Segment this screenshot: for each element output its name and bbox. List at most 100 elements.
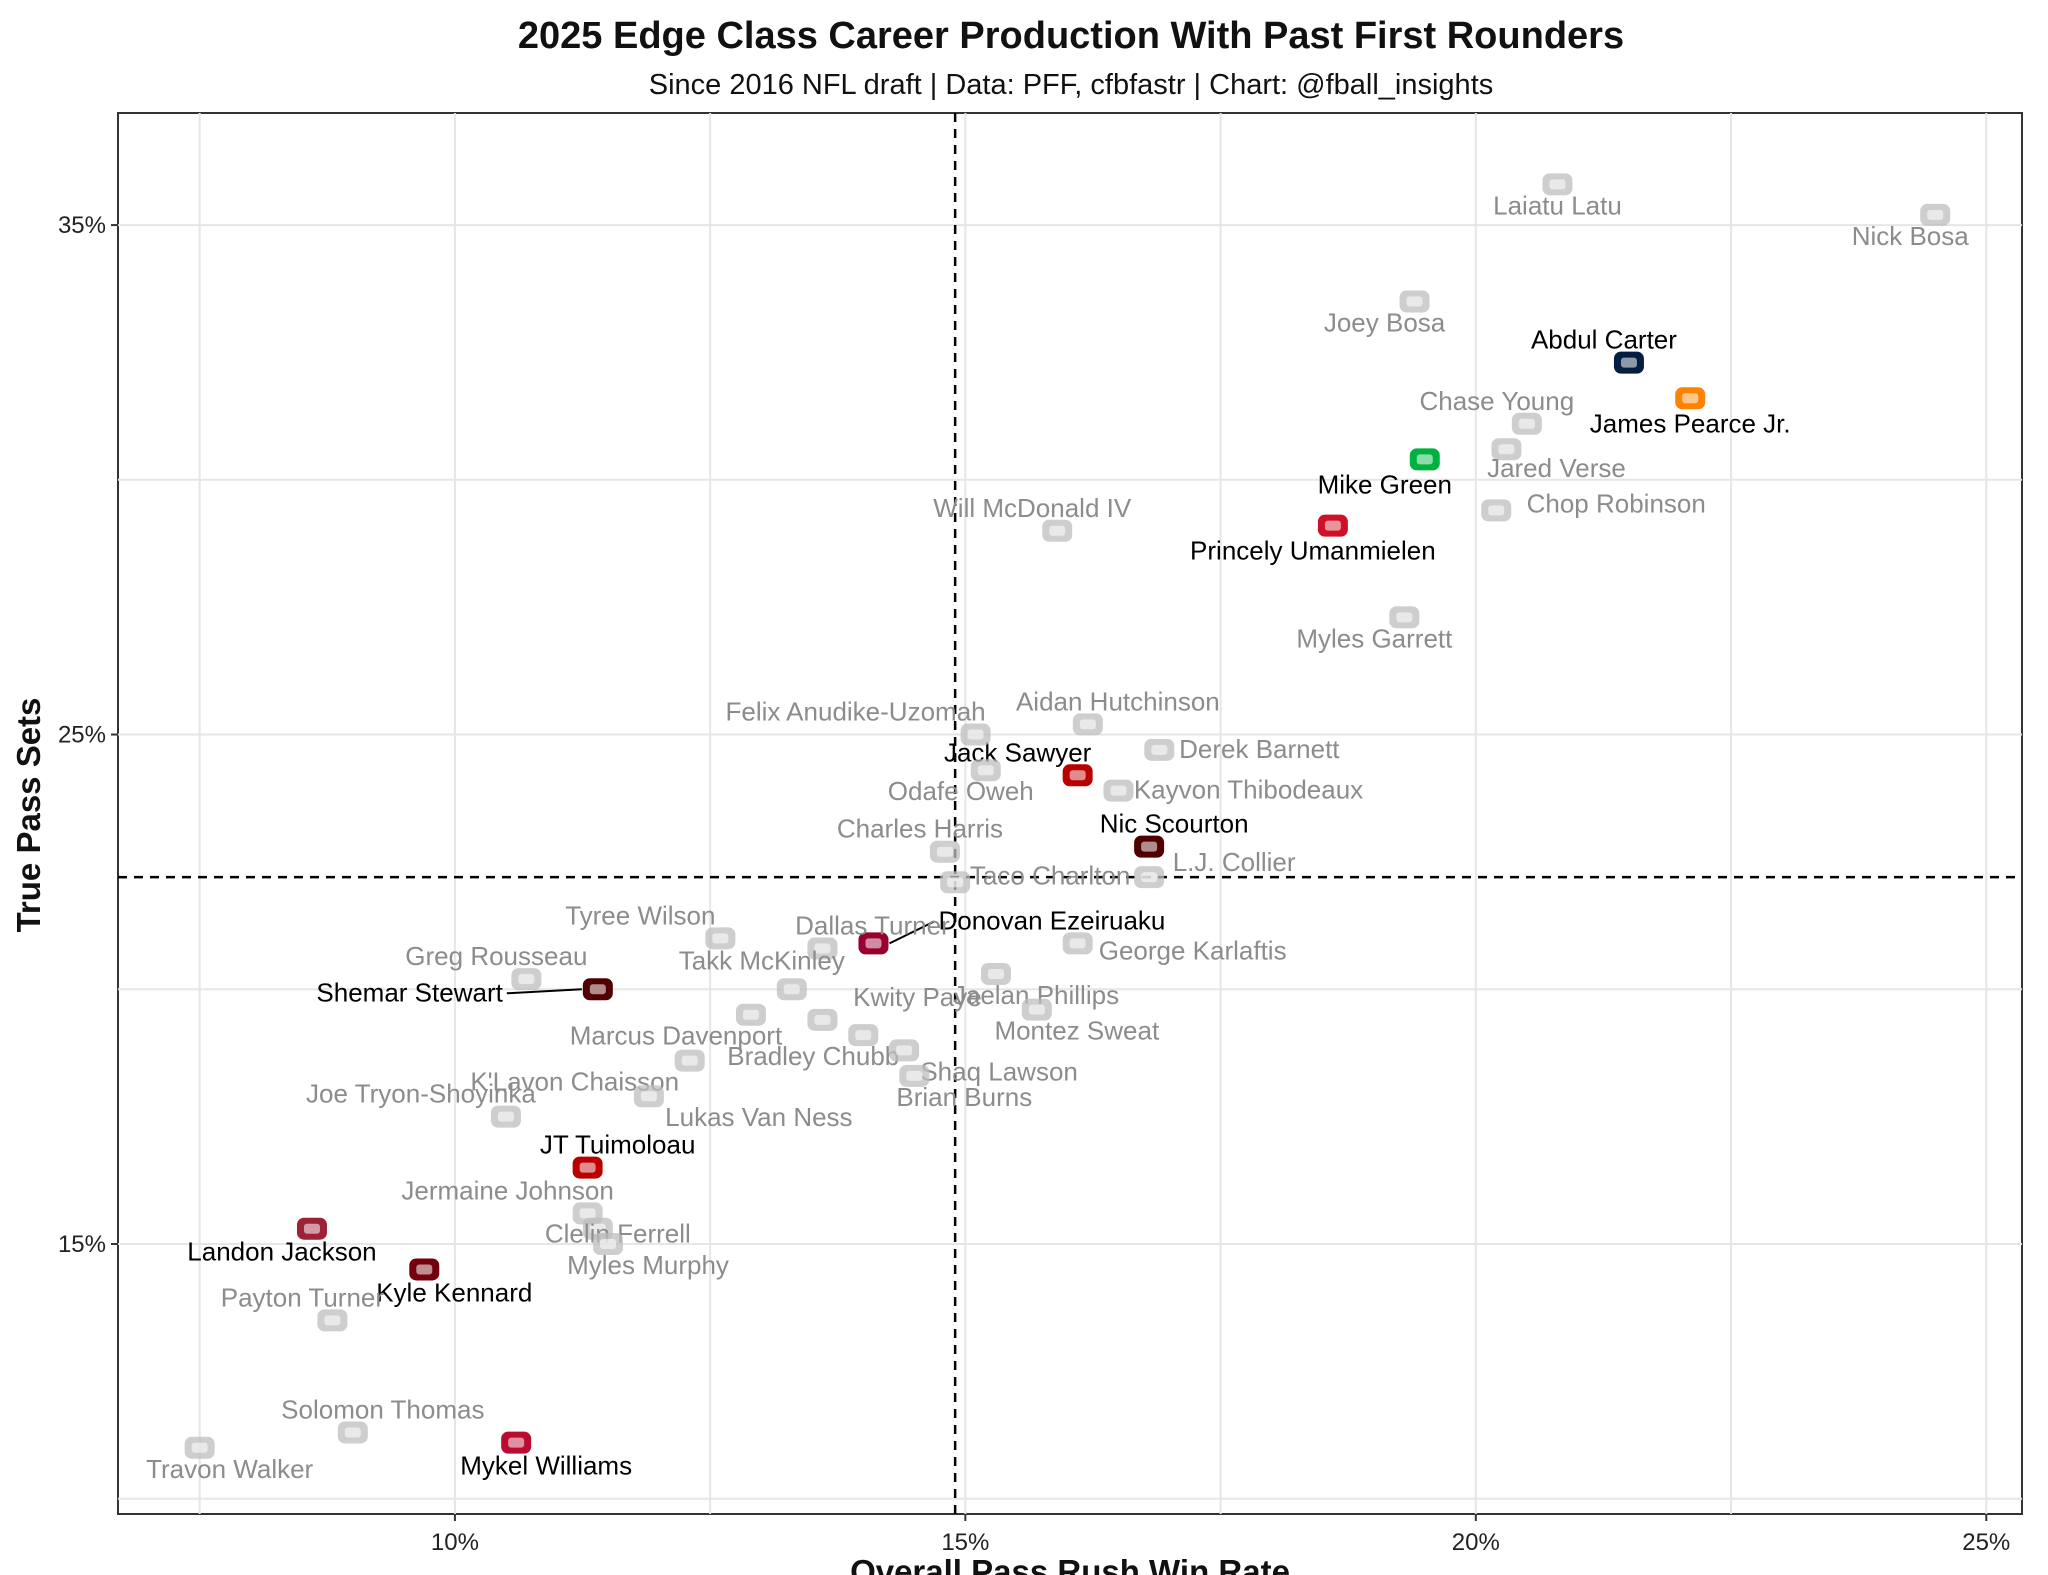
logo-inner xyxy=(1324,520,1341,531)
point-label: Kwity Paye xyxy=(853,982,982,1012)
data-point: Myles Garrett xyxy=(1296,606,1453,653)
point-label: Joey Bosa xyxy=(1324,307,1446,337)
data-point: JT Tuimoloau xyxy=(540,1130,695,1179)
point-label: Jared Verse xyxy=(1487,453,1626,483)
logo-inner xyxy=(742,1009,759,1020)
data-point: Shaq Lawson xyxy=(889,1039,1078,1086)
point-label: Derek Barnett xyxy=(1179,734,1340,764)
logo-inner xyxy=(344,1427,361,1438)
data-point: Kwity Paye xyxy=(807,982,982,1031)
logo-inner xyxy=(681,1055,698,1066)
data-point: Jared Verse xyxy=(1487,438,1626,483)
logo-inner xyxy=(1682,393,1699,404)
logo-inner xyxy=(579,1208,596,1219)
logo-inner xyxy=(497,1111,514,1122)
logo-inner xyxy=(1549,179,1566,190)
logo-inner xyxy=(855,1030,872,1041)
logo-inner xyxy=(1416,454,1433,465)
data-point: Dallas Turner xyxy=(795,911,950,960)
y-tick-label: 35% xyxy=(58,212,106,239)
data-point: Marcus Davenport xyxy=(570,1003,783,1051)
logo-inner xyxy=(508,1437,525,1448)
logo-inner xyxy=(865,938,882,949)
point-label: Princely Umanmielen xyxy=(1190,536,1436,566)
data-point: Taco Charlton xyxy=(940,860,1130,894)
data-point: George Karlaftis xyxy=(1062,932,1287,965)
x-axis-ticks: 10% 15% 20% 25% xyxy=(431,1514,2010,1556)
logo-inner xyxy=(1049,525,1066,536)
data-point: Kayvon Thibodeaux xyxy=(1103,775,1363,805)
logo-inner xyxy=(814,943,831,954)
point-label: George Karlaftis xyxy=(1099,935,1287,965)
logo-inner xyxy=(1396,612,1413,623)
logo-inner xyxy=(1151,744,1168,755)
logo-inner xyxy=(324,1315,341,1326)
point-label: Bradley Chubb xyxy=(727,1041,899,1071)
data-point: Landon Jackson xyxy=(187,1217,377,1267)
logo-inner xyxy=(947,877,964,888)
data-point: Lukas Van Ness xyxy=(633,1085,853,1132)
point-label: Nick Bosa xyxy=(1852,221,1970,251)
point-label: Charles Harris xyxy=(837,814,1003,844)
logo-inner xyxy=(783,984,800,995)
logo-inner xyxy=(518,974,535,985)
data-point: Brian Burns xyxy=(896,1064,1032,1112)
label-leader-line xyxy=(889,920,935,945)
data-point: K'Lavon Chaisson xyxy=(470,1049,705,1097)
point-label: Jermaine Johnson xyxy=(401,1175,613,1205)
data-point: Charles Harris xyxy=(837,814,1003,863)
logo-inner xyxy=(906,1070,923,1081)
data-point: Laiatu Latu xyxy=(1493,173,1622,220)
data-point: Mike Green xyxy=(1318,448,1452,499)
data-point: Derek Barnett xyxy=(1144,734,1340,764)
logo-inner xyxy=(1518,418,1535,429)
y-tick-label: 15% xyxy=(58,1231,106,1258)
logo-inner xyxy=(814,1014,831,1025)
data-point: L.J. Collier xyxy=(1134,847,1296,889)
logo-inner xyxy=(1141,841,1158,852)
logo-inner xyxy=(1406,296,1423,307)
logo-inner xyxy=(416,1264,433,1275)
logo-inner xyxy=(977,765,994,776)
data-point: Joey Bosa xyxy=(1324,290,1446,337)
data-point: James Pearce Jr. xyxy=(1590,387,1791,438)
logo-inner xyxy=(987,968,1004,979)
point-label: Abdul Carter xyxy=(1531,325,1677,355)
logo-inner xyxy=(1069,938,1086,949)
point-label: Dallas Turner xyxy=(795,911,950,941)
data-point: Felix Anudike-Uzomah xyxy=(726,697,991,746)
data-point: Montez Sweat xyxy=(994,998,1160,1046)
point-label: Mykel Williams xyxy=(460,1451,632,1481)
logo-inner xyxy=(1028,1004,1045,1015)
logo-inner xyxy=(589,1223,606,1234)
label-leader-line xyxy=(506,988,582,995)
point-label: Chase Young xyxy=(1419,386,1574,416)
y-axis-title: True Pass Sets xyxy=(10,698,47,933)
data-points: Abdul Carter James Pearce Jr. Mike Green Pr… xyxy=(146,173,1970,1484)
x-tick-label: 10% xyxy=(431,1529,479,1556)
chart-title: 2025 Edge Class Career Production With P… xyxy=(518,15,1624,57)
data-point: Myles Murphy xyxy=(567,1232,729,1280)
point-label: Landon Jackson xyxy=(187,1237,376,1267)
point-label: Taco Charlton xyxy=(970,860,1130,890)
point-label: Chop Robinson xyxy=(1527,488,1706,518)
data-point: Abdul Carter xyxy=(1531,325,1677,374)
data-point: Greg Rousseau xyxy=(405,941,587,991)
point-label: Payton Turner xyxy=(221,1282,385,1312)
data-point: Will McDonald IV xyxy=(933,493,1132,542)
point-label: Joe Tryon-Shoyinka xyxy=(306,1079,536,1109)
point-label: Marcus Davenport xyxy=(570,1021,783,1051)
data-point: Tyree Wilson xyxy=(565,900,736,950)
point-label: Shemar Stewart xyxy=(316,977,503,1007)
chart-subtitle: Since 2016 NFL draft | Data: PFF, cfbfas… xyxy=(649,69,1494,101)
logo-inner xyxy=(579,1162,596,1173)
data-point: Bradley Chubb xyxy=(727,1024,899,1071)
point-label: Kyle Kennard xyxy=(376,1277,532,1307)
point-label: Nic Scourton xyxy=(1100,809,1249,839)
data-point: Takk McKinley xyxy=(679,945,845,1001)
point-label: Odafe Oweh xyxy=(888,776,1034,806)
data-point: Kyle Kennard xyxy=(376,1258,532,1307)
data-point: Travon Walker xyxy=(146,1436,314,1484)
plot-area xyxy=(117,112,2023,1515)
